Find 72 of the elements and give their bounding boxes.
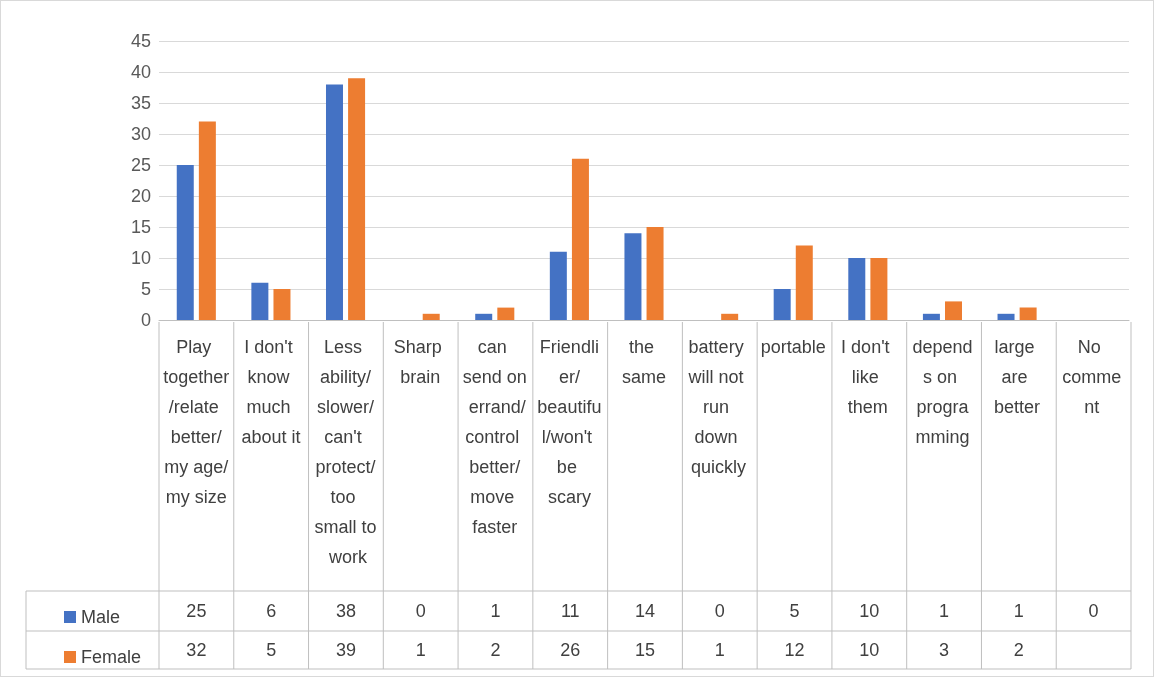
bar [721, 313, 739, 320]
bar [997, 313, 1015, 320]
bar [422, 313, 440, 320]
data-label: 15 [634, 640, 656, 660]
bar [497, 307, 515, 320]
x-tick-label: can send on errand/control better/move faster [462, 337, 527, 537]
data-label: 39 [335, 640, 356, 660]
y-tick-label: 30 [130, 124, 151, 144]
data-label: 0 [415, 601, 426, 621]
bar [475, 313, 493, 320]
x-tick-label: Less ability/slower/can't protect/too small to work [314, 337, 377, 567]
bar [795, 245, 813, 320]
y-tick-label: 25 [130, 155, 151, 175]
bar [624, 233, 642, 320]
x-tick-label: depends on programming [912, 337, 973, 447]
bar [549, 251, 567, 320]
legend-label: Female [81, 647, 142, 667]
x-tick-label: battery will not run down quickly [687, 337, 749, 477]
y-tick-label: 45 [130, 31, 151, 51]
data-label: 10 [859, 601, 880, 621]
data-label: 5 [266, 640, 277, 660]
y-tick-label: 20 [130, 186, 151, 206]
bar [646, 227, 664, 320]
data-label: 12 [784, 640, 805, 660]
bar [325, 84, 343, 320]
data-label: 3 [939, 640, 950, 660]
data-label: 32 [186, 640, 207, 660]
y-tick-label: 10 [130, 248, 151, 268]
bar [176, 165, 194, 320]
data-label: 1 [490, 601, 501, 621]
data-label: 5 [789, 601, 800, 621]
data-label: 1 [415, 640, 426, 660]
data-label: 0 [714, 601, 725, 621]
x-tick-label: Play together/relate better/my age/my size [163, 337, 230, 507]
bar [945, 301, 963, 320]
bar [348, 78, 366, 320]
data-label: 1 [939, 601, 950, 621]
bar [198, 121, 216, 320]
bar [1019, 307, 1037, 320]
x-tick-label: the same [621, 337, 667, 387]
data-label: 11 [560, 601, 580, 621]
bar [571, 158, 589, 320]
data-label: 0 [1088, 601, 1099, 621]
bar [848, 258, 866, 320]
bar [773, 289, 791, 320]
y-tick-label: 15 [130, 217, 151, 237]
bar [870, 258, 888, 320]
bar [273, 289, 291, 320]
data-label: 38 [335, 601, 356, 621]
data-label: 6 [266, 601, 277, 621]
data-label: 1 [1013, 601, 1024, 621]
legend-label: Male [81, 607, 121, 627]
bar [251, 282, 269, 320]
x-tick-label: large are better [994, 337, 1041, 417]
y-tick-label: 35 [130, 93, 151, 113]
x-tick-label: No comment [1062, 337, 1122, 417]
x-tick-label: I don't know much about it [241, 337, 301, 447]
y-tick-label: 5 [140, 279, 151, 299]
data-label: 2 [1013, 640, 1024, 660]
x-tick-label: portable [760, 337, 826, 357]
y-tick-label: 40 [130, 62, 151, 82]
data-label: 25 [186, 601, 207, 621]
data-label: 1 [714, 640, 725, 660]
data-label: 10 [859, 640, 880, 660]
x-tick-label: Friendlier/beautiful/won't be scary [537, 337, 602, 507]
x-tick-label: I don't like them [841, 337, 895, 417]
bar [922, 313, 940, 320]
data-label: 26 [560, 640, 581, 660]
data-label: 2 [490, 640, 501, 660]
x-tick-label: Sharp brain [393, 337, 447, 387]
y-tick-label: 0 [140, 310, 151, 330]
data-label: 14 [634, 601, 656, 621]
